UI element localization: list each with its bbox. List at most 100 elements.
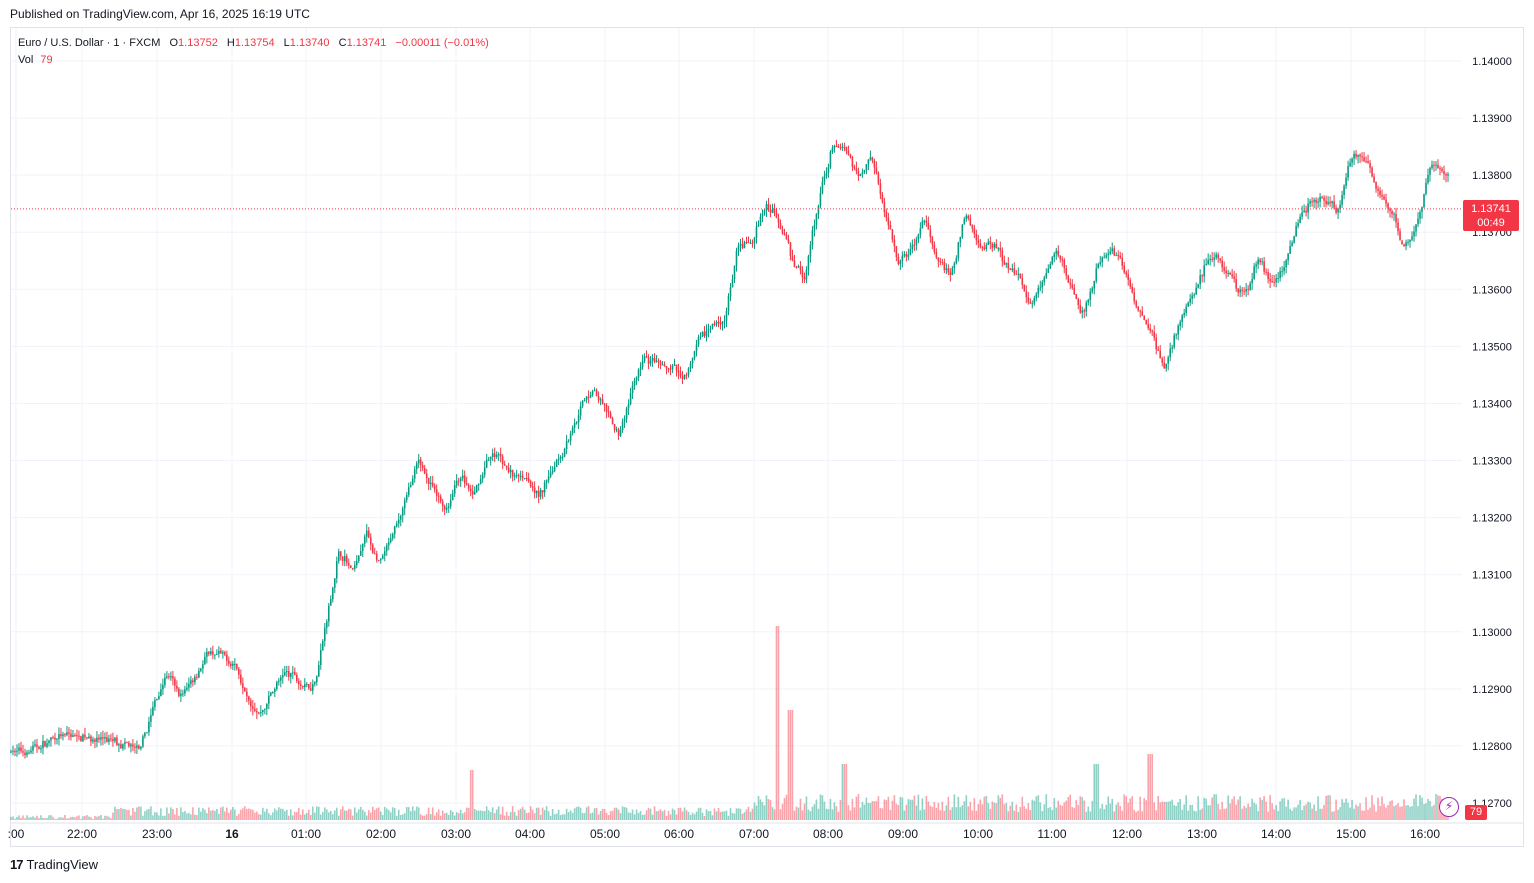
candle-body [86,737,88,739]
candle-body [1403,244,1405,247]
candle-body [741,243,744,249]
volume-bar [1269,795,1271,820]
volume-bar [967,806,970,820]
candle-body [841,146,844,149]
candle-body [1381,194,1383,197]
volume-bar [1003,804,1006,820]
low-value: 1.13740 [289,37,330,49]
volume-bar [511,806,514,820]
volume-bar [529,806,532,820]
volume-bar [911,799,914,820]
candle-body [577,415,580,423]
candle-body [773,209,776,213]
candle-body [1149,328,1152,331]
candle-body [685,374,688,376]
candle-body [1169,348,1171,358]
candle-body [853,167,856,169]
candle-body [847,150,850,155]
volume-bar [427,807,430,820]
y-tick-label: 1.13400 [1472,398,1512,410]
volume-bar [341,806,344,820]
candle-body [307,684,310,689]
volume-bar [1311,808,1313,820]
volume-bar [863,804,866,820]
candle-body [613,424,616,430]
candle-body [793,260,796,267]
candle-body [321,640,324,650]
candle-body [64,734,66,736]
volume-bar [1317,796,1319,820]
candle-body [849,154,852,158]
tradingview-brand[interactable]: 17 TradingView [10,857,98,872]
volume-bar [1223,808,1225,820]
volume-bar [507,815,510,820]
volume-bar [1071,807,1074,820]
volume-bar [18,815,20,820]
volume-bar [1083,800,1086,820]
chart-frame[interactable] [10,27,1524,847]
volume-bar [1051,810,1054,820]
volume-bar [945,805,948,820]
candle-body [286,670,288,673]
volume-bar [355,812,358,820]
volume-bar [407,807,410,820]
volume-bar [114,806,116,820]
candle-body [423,467,426,474]
y-tick-label: 1.14000 [1472,56,1512,68]
candle-body [218,650,220,654]
candle-body [72,735,74,737]
lightning-icon[interactable]: ⚡ [1439,797,1459,817]
candle-body [1393,213,1395,215]
symbol-title[interactable]: Euro / U.S. Dollar · 1 · FXCM [18,37,161,49]
volume-bar [891,800,894,820]
volume-bar [162,815,164,820]
volume-bar [807,809,810,820]
candle-body [110,738,112,740]
volume-bar [16,816,18,820]
candle-body [76,735,78,737]
volume-bar [1119,805,1122,820]
volume-bar [1133,809,1136,820]
volume-bar [669,814,672,820]
volume-bar [1407,804,1409,820]
candle-body [1257,259,1259,265]
volume-bar [192,807,194,820]
candle-body [383,551,386,556]
candle-body [505,465,508,468]
candle-body [1059,255,1062,260]
candle-body [997,248,1000,250]
volume-bar [1145,800,1148,820]
volume-bar [441,810,444,820]
volume-bar [315,806,318,820]
candle-body [68,732,70,734]
volume-bar [1409,806,1411,820]
candle-body [795,266,798,268]
candle-body [1269,279,1271,282]
volume-bar [739,808,742,820]
volume-bar [907,799,910,820]
volume-bar [1025,808,1028,820]
candle-body [112,738,114,742]
volume-bar [545,806,548,820]
volume-bar [857,794,860,820]
candle-body [172,676,174,679]
volume-bar [70,816,72,820]
candle-body [1277,277,1279,279]
volume-bar [421,815,424,820]
volume-bar [539,814,542,820]
volume-bar [38,818,40,820]
candle-body [523,478,526,480]
volume-bar [803,803,806,820]
candle-body [319,649,322,666]
volume-bar [1287,799,1289,820]
candle-body [533,487,536,494]
candle-body [593,390,596,392]
candle-body [278,680,280,682]
volume-bar [1041,811,1044,820]
candle-body [409,485,412,488]
volume-bar [949,809,952,820]
volume-bar [477,810,480,820]
candle-body [1031,303,1034,305]
volume-bar [1339,807,1341,820]
